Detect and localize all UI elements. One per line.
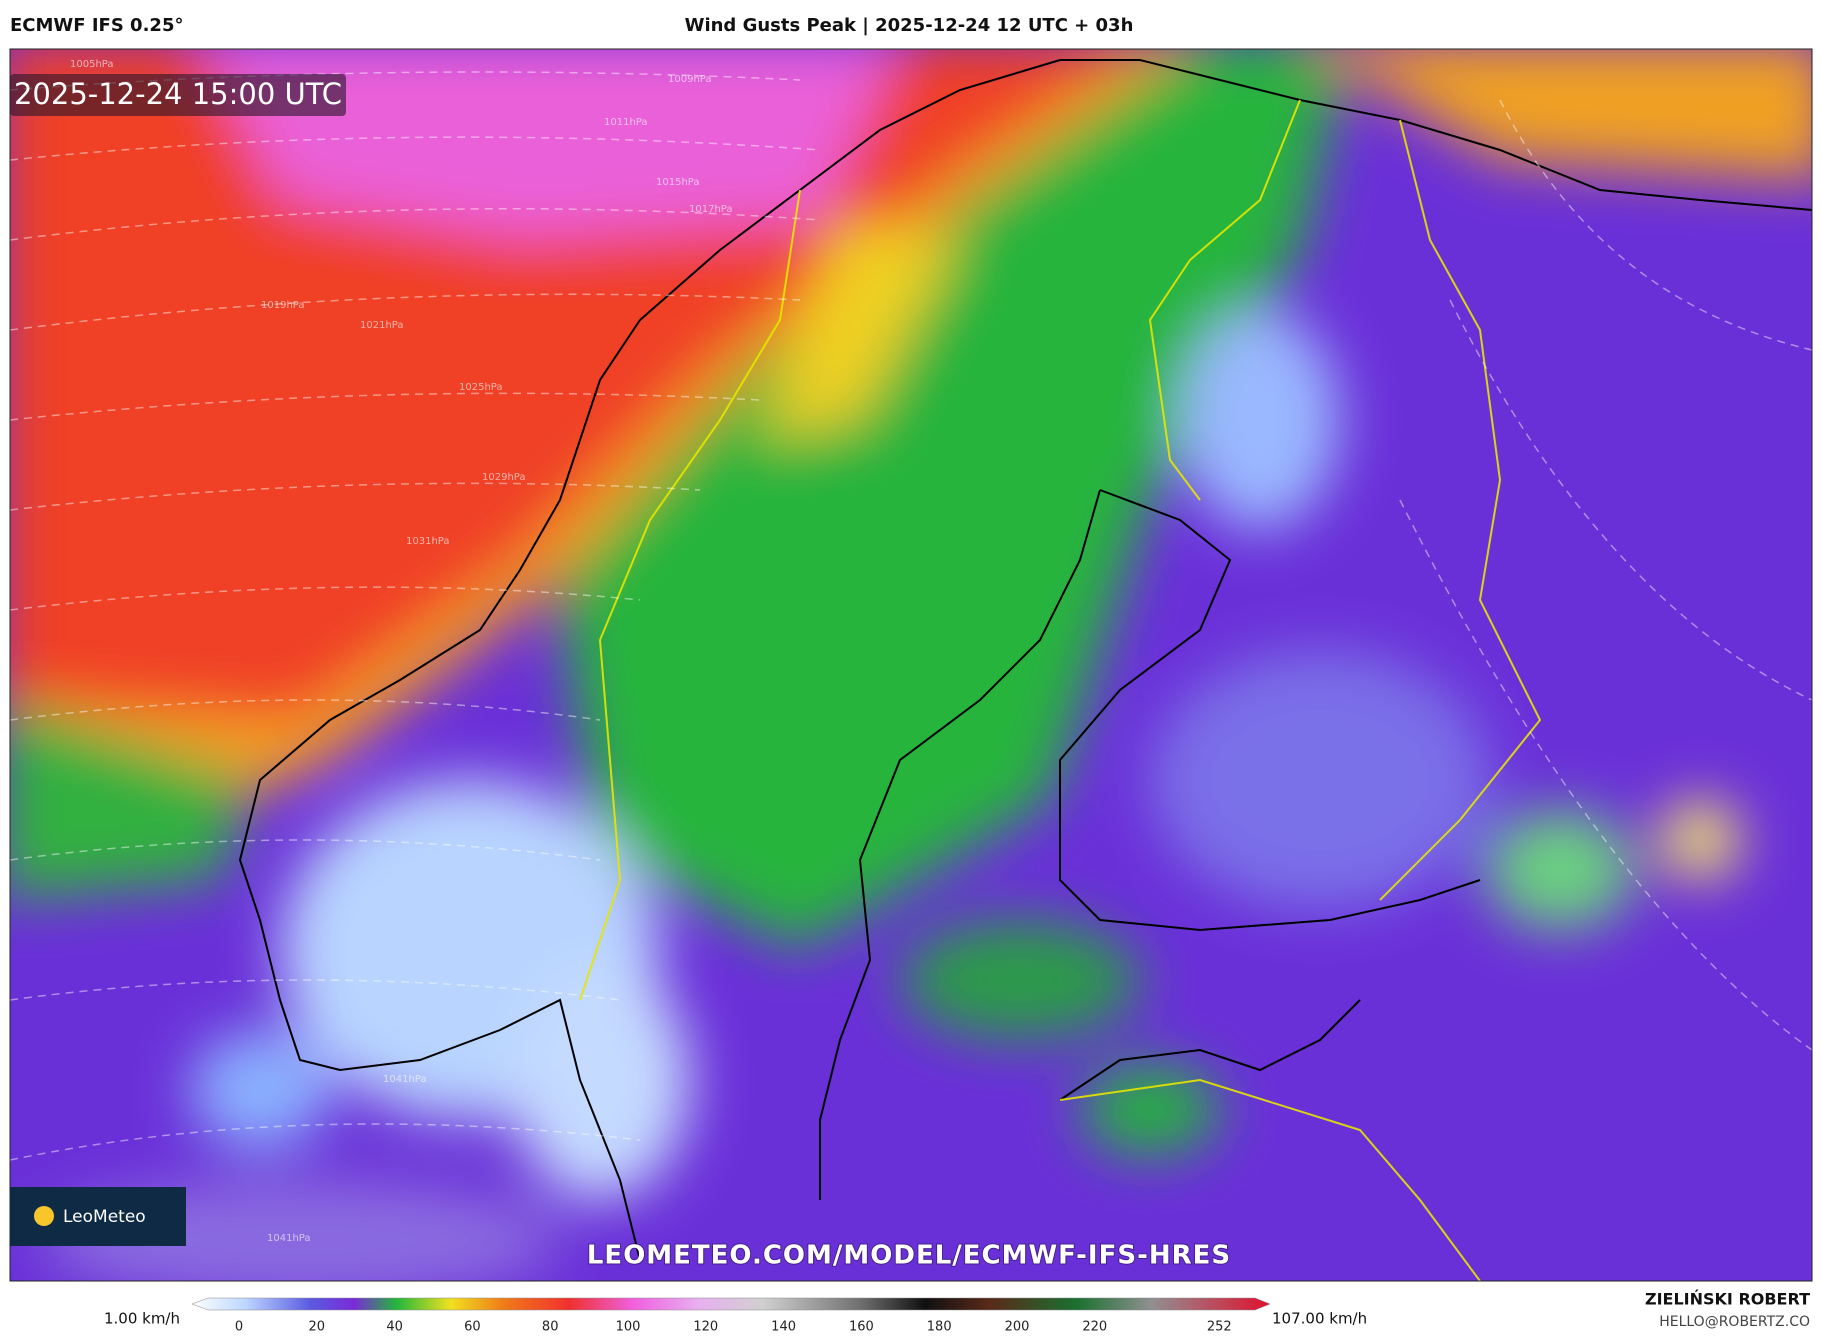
logo-sun xyxy=(34,1206,54,1226)
colorbar-tick-label: 40 xyxy=(386,1320,403,1335)
colorbar-min: 1.00 km/h xyxy=(104,1310,180,1328)
isobar-label: 1025hPa xyxy=(459,382,503,393)
colorbar xyxy=(191,1297,1271,1311)
colorbar-max: 107.00 km/h xyxy=(1272,1310,1367,1328)
colorbar-tick-label: 80 xyxy=(542,1320,559,1335)
time-box xyxy=(10,74,346,116)
isobar-label: 1029hPa xyxy=(482,472,526,483)
valid-time: 2025-12-24 15:00 UTC xyxy=(14,77,342,111)
colorbar-tick-label: 100 xyxy=(616,1320,641,1335)
colorbar-tick-label: 60 xyxy=(464,1320,481,1335)
isobar-label: 1015hPa xyxy=(656,177,700,188)
colorbar-tick-label: 120 xyxy=(693,1320,718,1335)
coastlines xyxy=(238,59,1812,1261)
isobar-label: 1041hPa xyxy=(383,1074,427,1085)
watermark: LEOMETEO.COM/MODEL/ECMWF-IFS-HRES xyxy=(587,1241,1231,1271)
map-frame xyxy=(9,48,1813,1282)
colorbar-tick-label: 220 xyxy=(1082,1320,1107,1335)
isobar-label: 1021hPa xyxy=(360,320,404,331)
borders xyxy=(579,99,1542,1281)
isobar-label: 1041hPa xyxy=(267,1233,311,1244)
isobar-label: 1009hPa xyxy=(668,74,712,85)
logo: LeoMeteo xyxy=(63,1207,146,1227)
colorbar-tick-label: 140 xyxy=(771,1320,796,1335)
colorbar-tick-label: 0 xyxy=(235,1320,243,1335)
title: Wind Gusts Peak | 2025-12-24 12 UTC + 03… xyxy=(685,15,1134,36)
colorbar-tick-label: 200 xyxy=(1005,1320,1030,1335)
colorbar-ticks: 0 20 40 60 80 100 120 140 160 180 200 220 252 xyxy=(235,1320,1232,1335)
isobar-label: 1005hPa xyxy=(70,59,114,70)
map: 1005hPa 1009hPa 1011hPa 1015hPa 1017hPa 1019h… xyxy=(10,49,1812,1281)
isobar-labels: 1005hPa 1009hPa 1011hPa 1015hPa 1017hPa 1019h… xyxy=(70,59,733,1244)
isobar-label: 1031hPa xyxy=(406,536,450,547)
colorbar-tick-label: 20 xyxy=(309,1320,326,1335)
colorbar-tick-label: 160 xyxy=(849,1320,874,1335)
isobars xyxy=(10,71,1812,1161)
isobar-label: 1019hPa xyxy=(261,300,305,311)
colorbar-tick-label: 180 xyxy=(927,1320,952,1335)
isobar-label: 1017hPa xyxy=(689,204,733,215)
model-label: ECMWF IFS 0.25° xyxy=(10,15,183,36)
wind-field xyxy=(10,49,1812,1281)
author: ZIELIŃSKI ROBERT xyxy=(1645,1290,1810,1309)
email: HELLO@ROBERTZ.CO xyxy=(1659,1314,1810,1330)
isobar-label: 1011hPa xyxy=(604,117,648,128)
colorbar-tick-label: 252 xyxy=(1207,1320,1232,1335)
